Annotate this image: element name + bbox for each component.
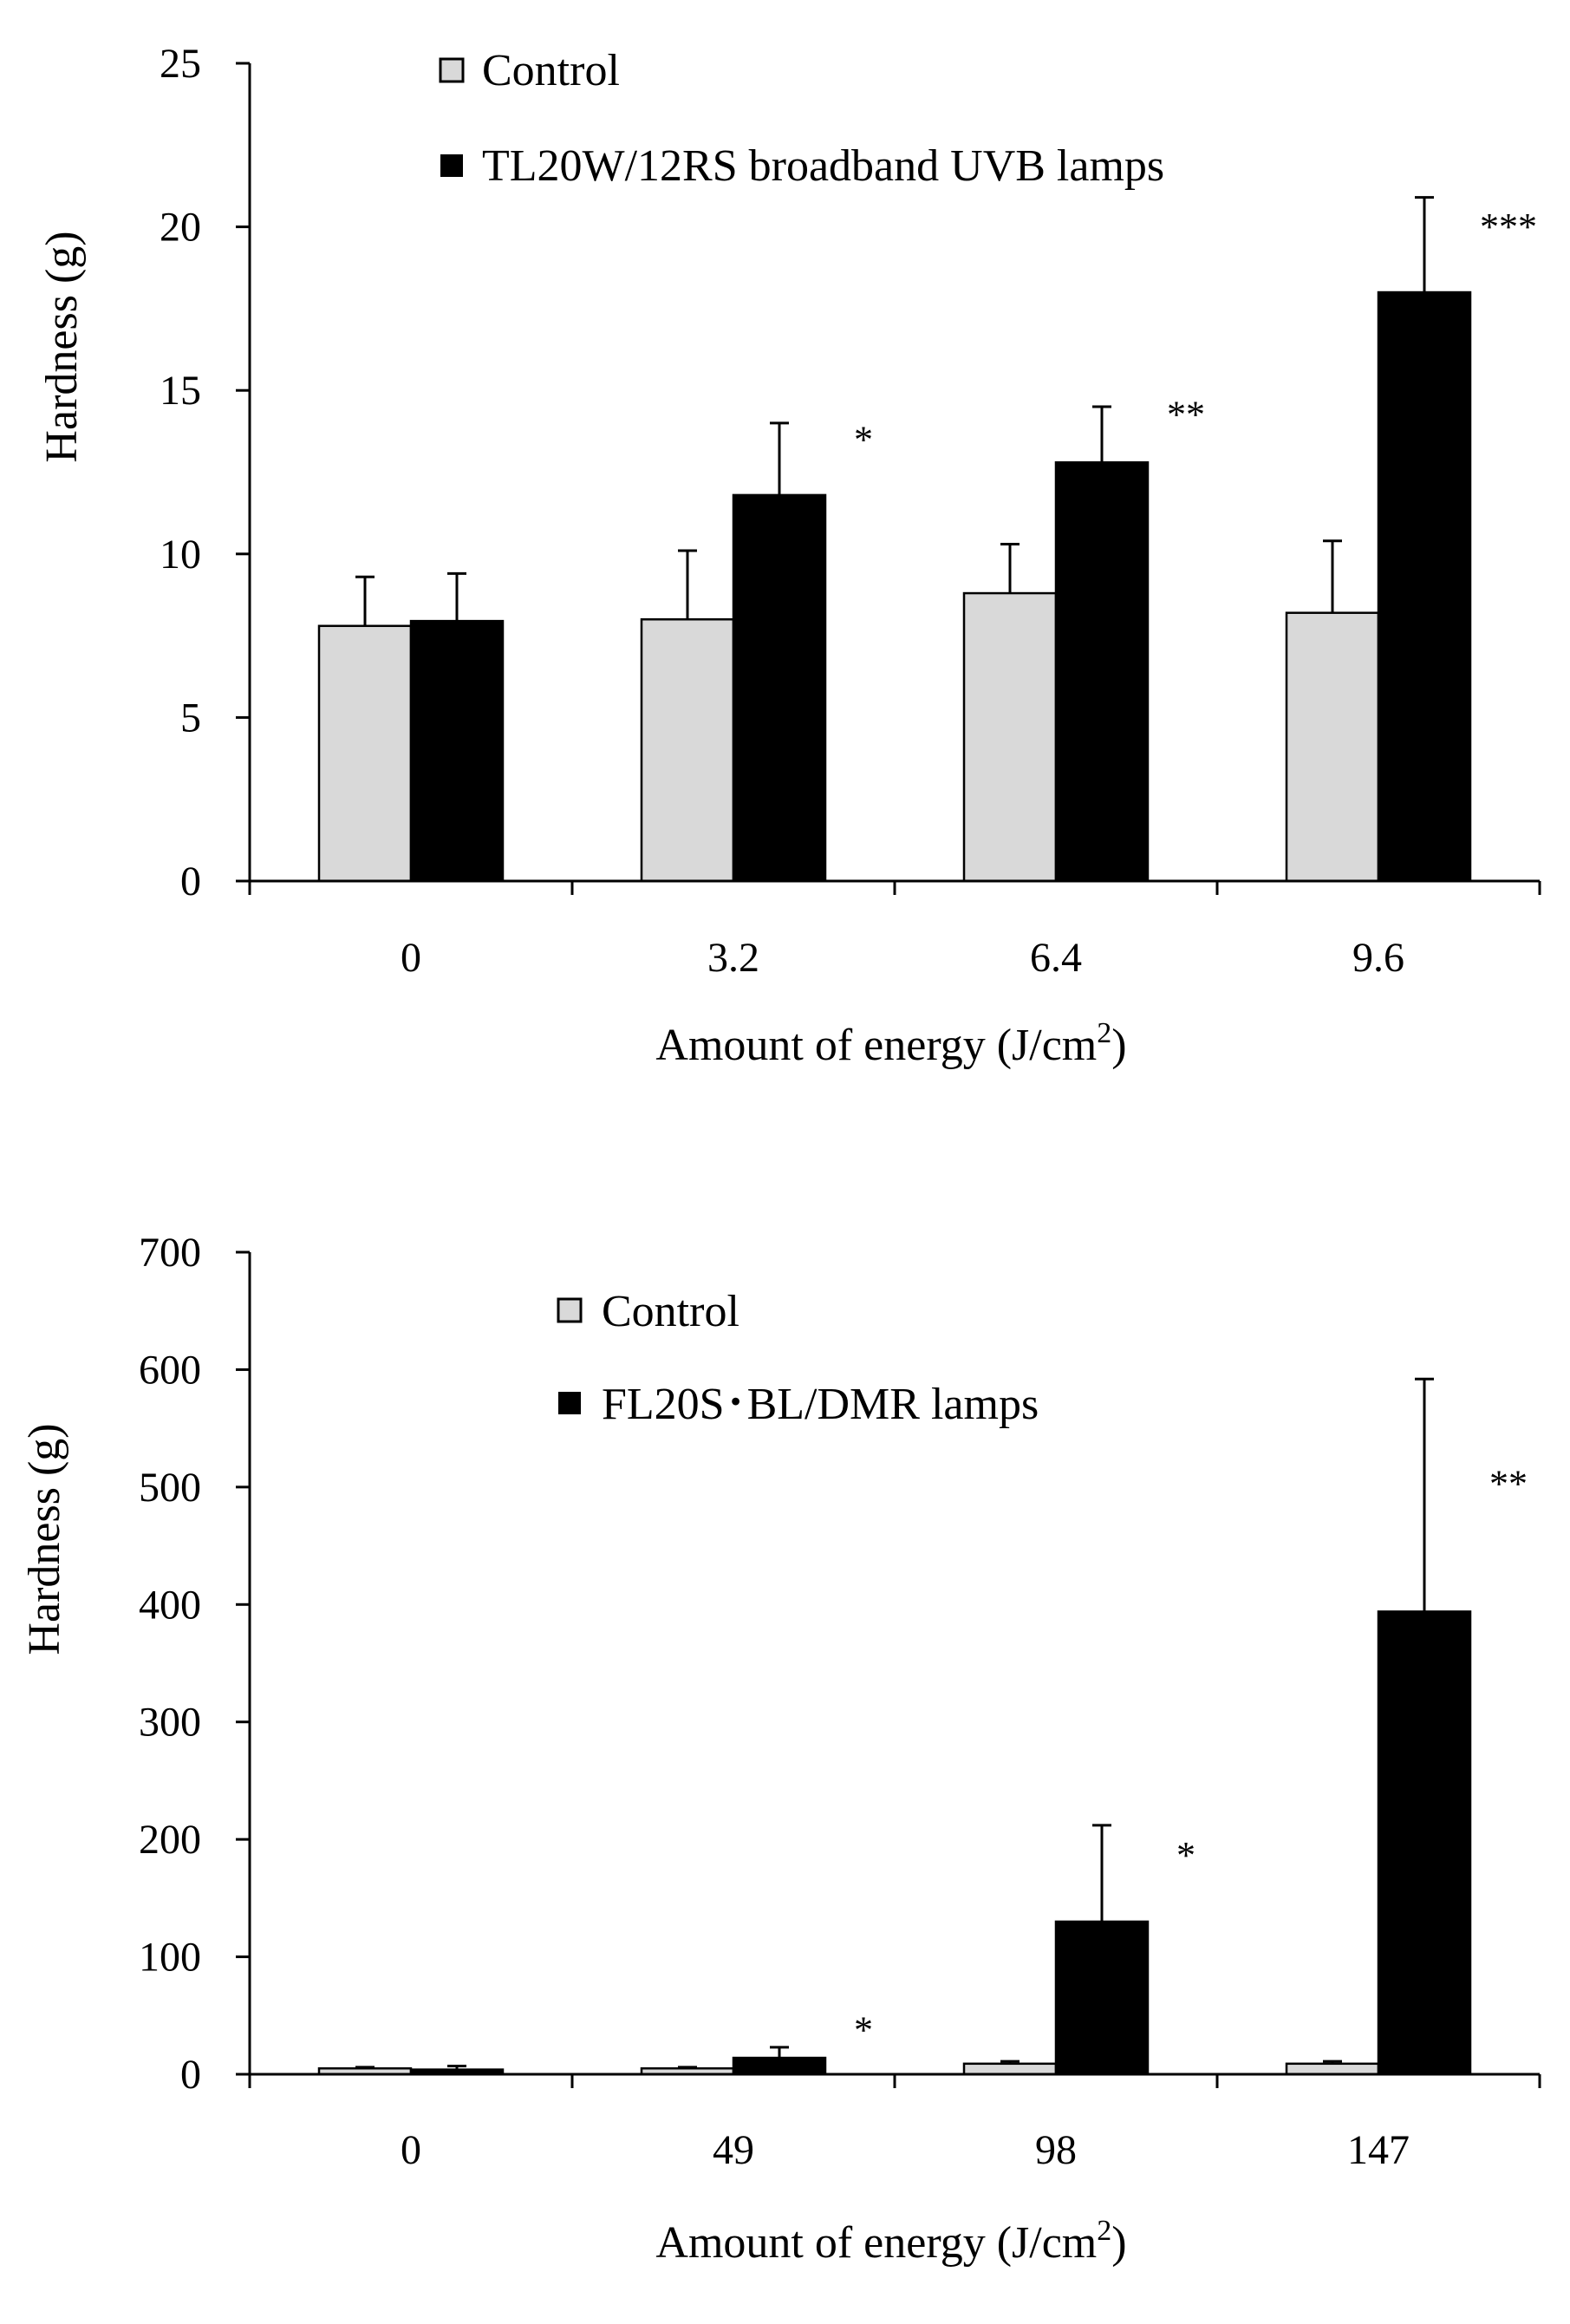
y-tick-label: 5 bbox=[180, 695, 201, 741]
significance-label-3.2: * bbox=[854, 419, 873, 461]
bar-control-9.6 bbox=[1285, 611, 1380, 883]
bar-control-3.2 bbox=[640, 617, 735, 883]
legend-swatch-control bbox=[557, 1297, 583, 1323]
bar-treated-6.4 bbox=[1054, 460, 1150, 883]
legend: Control TL20W/12RS broadband UVB lamps bbox=[439, 46, 1164, 191]
x-axis-title: Amount of energy (J/cm2) bbox=[655, 2215, 1126, 2268]
x-tick-label: 49 bbox=[713, 2127, 754, 2173]
x-tick-label: 9.6 bbox=[1352, 935, 1404, 981]
legend-label-treated: TL20W/12RS broadband UVB lamps bbox=[482, 141, 1164, 191]
x-tick-label: 6.4 bbox=[1030, 935, 1082, 981]
y-tick-label: 20 bbox=[160, 205, 201, 251]
y-tick-label: 10 bbox=[160, 532, 201, 578]
y-axis-title: Hardness (g) bbox=[20, 1423, 69, 1655]
legend-swatch-treated bbox=[440, 154, 463, 177]
x-tick-label: 98 bbox=[1035, 2127, 1077, 2173]
legend: Control FL20S･BL/DMR lamps bbox=[557, 1287, 1039, 1429]
x-tick-label: 0 bbox=[401, 935, 421, 981]
bar-treated-98 bbox=[1054, 1920, 1150, 2076]
bar-treated-49 bbox=[732, 2056, 827, 2076]
y-tick-label: 0 bbox=[180, 858, 201, 904]
bar-control-147 bbox=[1285, 2062, 1380, 2076]
bar-treated-9.6 bbox=[1377, 290, 1472, 883]
y-tick-label: 15 bbox=[160, 368, 201, 414]
bar-treated-0 bbox=[409, 619, 505, 883]
legend-label-treated: FL20S･BL/DMR lamps bbox=[602, 1380, 1039, 1429]
bar-control-98 bbox=[962, 2062, 1058, 2076]
bar-treated-147 bbox=[1377, 1610, 1472, 2076]
legend-label-control: Control bbox=[482, 46, 620, 95]
significance-label-9.6: *** bbox=[1480, 206, 1537, 248]
y-tick-label: 300 bbox=[139, 1700, 201, 1746]
bar-control-0 bbox=[317, 624, 413, 883]
x-tick-label: 3.2 bbox=[707, 935, 759, 981]
bar-control-6.4 bbox=[962, 591, 1058, 883]
y-tick-label: 25 bbox=[160, 41, 201, 87]
significance-label-147: ** bbox=[1489, 1463, 1528, 1505]
x-tick-label: 147 bbox=[1347, 2127, 1410, 2173]
y-tick-label: 700 bbox=[139, 1230, 201, 1276]
y-tick-label: 100 bbox=[139, 1935, 201, 1981]
y-tick-label: 0 bbox=[180, 2052, 201, 2098]
significance-label-6.4: ** bbox=[1167, 393, 1205, 435]
y-tick-label: 200 bbox=[139, 1817, 201, 1863]
significance-label-49: * bbox=[854, 2009, 873, 2052]
bar-treated-3.2 bbox=[732, 493, 827, 883]
legend-swatch-control bbox=[439, 57, 465, 83]
y-tick-label: 500 bbox=[139, 1465, 201, 1511]
x-axis-title: Amount of energy (J/cm2) bbox=[655, 1017, 1126, 1070]
x-tick-label: 0 bbox=[401, 2127, 421, 2173]
legend-label-control: Control bbox=[602, 1287, 739, 1336]
chart-lower: Hardness (g) Amount of energy (J/cm2) Co… bbox=[20, 1230, 1541, 2268]
chart-upper: Hardness (g) Amount of energy (J/cm2) Co… bbox=[37, 41, 1541, 1070]
y-axis-title: Hardness (g) bbox=[37, 231, 87, 462]
legend-swatch-treated bbox=[558, 1392, 581, 1414]
y-tick-label: 600 bbox=[139, 1347, 201, 1393]
significance-label-98: * bbox=[1176, 1834, 1195, 1877]
y-tick-label: 400 bbox=[139, 1582, 201, 1628]
